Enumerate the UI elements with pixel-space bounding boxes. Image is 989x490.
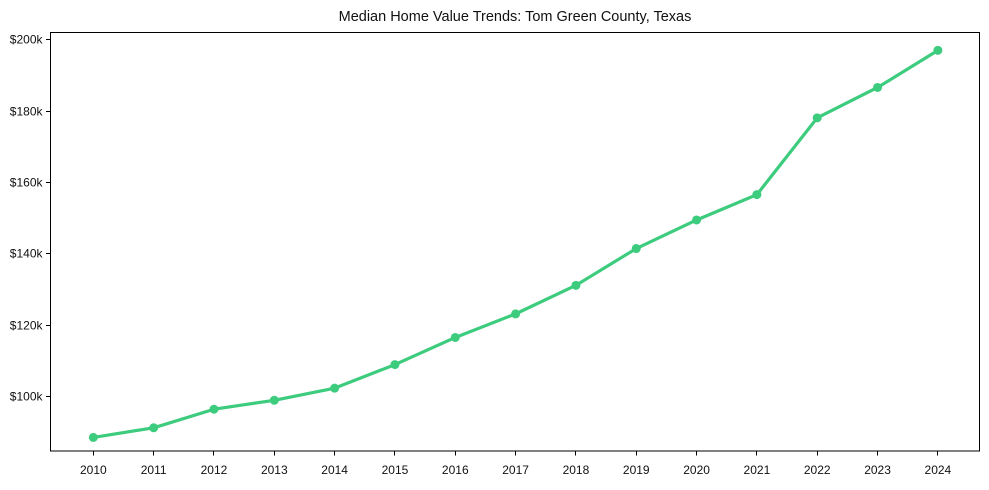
x-tick-label: 2010 <box>80 463 107 477</box>
y-tick-label: $100k <box>10 390 44 404</box>
data-point-2011 <box>149 423 159 433</box>
data-point-2018 <box>571 280 581 290</box>
x-tick-label: 2016 <box>442 463 469 477</box>
data-point-2021 <box>752 190 762 200</box>
x-tick-label: 2015 <box>382 463 409 477</box>
x-tick-label: 2017 <box>502 463 529 477</box>
chart-title: Median Home Value Trends: Tom Green Coun… <box>339 9 692 25</box>
x-tick-label: 2023 <box>864 463 891 477</box>
trend-series <box>88 45 943 442</box>
x-tick-label: 2013 <box>261 463 288 477</box>
y-axis: $100k $120k $140k $160k $180k $200k <box>10 33 51 404</box>
data-point-2014 <box>330 383 340 393</box>
y-tick-label: $160k <box>10 176 44 190</box>
x-tick-label: 2021 <box>744 463 771 477</box>
plot-border <box>50 32 980 452</box>
data-point-2016 <box>450 332 460 342</box>
x-tick-label: 2019 <box>623 463 650 477</box>
y-tick-label: $140k <box>10 247 44 261</box>
data-point-2013 <box>269 395 279 405</box>
data-point-2012 <box>209 404 219 414</box>
x-axis: 2010 2011 2012 2013 2014 2015 2016 2017 2018 2019… <box>80 451 952 477</box>
x-tick-label: 2011 <box>141 463 167 477</box>
trend-line <box>91 48 940 440</box>
y-tick-label: $180k <box>10 105 44 119</box>
x-tick-label: 2014 <box>321 463 348 477</box>
data-point-2023 <box>873 82 883 92</box>
data-point-2015 <box>390 360 400 370</box>
x-tick-label: 2020 <box>683 463 710 477</box>
x-tick-label: 2024 <box>925 463 952 477</box>
data-point-2017 <box>511 309 521 319</box>
x-tick-label: 2012 <box>201 463 228 477</box>
x-tick-label: 2022 <box>804 463 831 477</box>
y-tick-label: $200k <box>10 33 44 47</box>
data-point-2019 <box>631 244 641 254</box>
data-point-2024 <box>933 45 943 55</box>
y-tick-label: $120k <box>10 319 44 333</box>
data-point-2010 <box>88 432 98 442</box>
data-point-2022 <box>812 113 822 123</box>
x-tick-label: 2018 <box>563 463 590 477</box>
data-point-2020 <box>692 215 702 225</box>
